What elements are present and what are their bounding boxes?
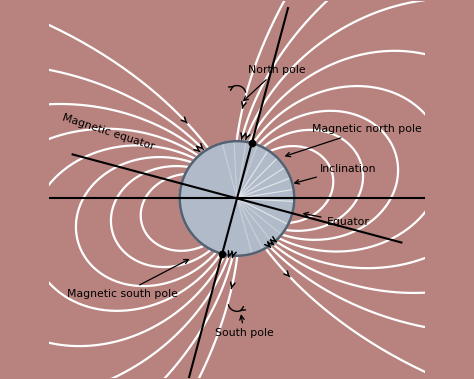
Text: Equator: Equator [304, 212, 369, 227]
Circle shape [180, 141, 294, 256]
Text: South pole: South pole [215, 315, 273, 338]
Text: Magnetic south pole: Magnetic south pole [67, 260, 189, 299]
Text: Magnetic equator: Magnetic equator [61, 113, 155, 152]
Text: Inclination: Inclination [295, 164, 376, 184]
Text: North pole: North pole [244, 65, 305, 101]
Text: Magnetic north pole: Magnetic north pole [286, 124, 422, 157]
